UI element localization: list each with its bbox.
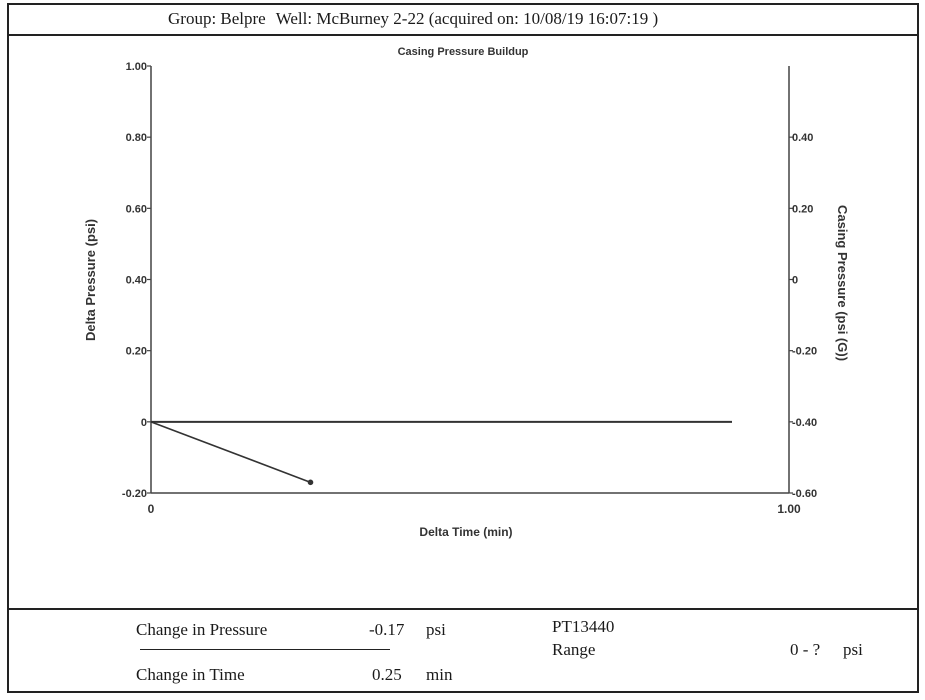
well-label: Well: McBurney 2-22 (acquired on: 10/08/…: [275, 9, 659, 28]
y-tick-label: 0.40: [126, 275, 147, 287]
y-tick-label: 0.20: [126, 346, 147, 358]
series-line: [150, 421, 311, 484]
y-tick-label: 0.80: [126, 132, 147, 144]
range-label: Range: [552, 640, 596, 659]
change-in-pressure-label: Change in Pressure: [136, 620, 268, 639]
y-axis-label: Delta Pressure (psi): [83, 219, 98, 341]
y2-tick-label: 0.20: [792, 203, 813, 215]
header: Group: Belpre Well: McBurney 2-22 (acqui…: [168, 9, 664, 29]
x-axis-label: Delta Time (min): [419, 525, 512, 539]
y-tick-label: 0: [141, 417, 147, 429]
window-frame: [7, 3, 919, 693]
y2-tick-label: 0.40: [792, 132, 813, 144]
x-tick-label: 0: [148, 502, 155, 516]
y-tick-label: 0.60: [126, 203, 147, 215]
chart-title: Casing Pressure Buildup: [398, 46, 529, 58]
change-in-time-value: 0.25: [372, 665, 402, 684]
change-in-pressure-unit: psi: [426, 620, 446, 639]
y2-tick-label: -0.20: [792, 346, 817, 358]
change-in-time-label: Change in Time: [136, 665, 245, 684]
y2-tick-label: -0.40: [792, 417, 817, 429]
plot-panel: [9, 34, 917, 610]
group-label: Group: Belpre: [168, 9, 266, 28]
y2-axis-label: Casing Pressure (psi (G)): [835, 205, 850, 361]
change-in-time-unit: min: [426, 665, 453, 684]
x-tick-label: 1.00: [777, 502, 801, 516]
range-unit: psi: [843, 640, 863, 659]
y-tick-label: -0.20: [122, 488, 147, 500]
series-point: [307, 479, 314, 486]
y-tick-label: 1.00: [126, 61, 147, 73]
y2-tick-label: 0: [792, 275, 798, 287]
footer-divider: [140, 649, 390, 650]
change-in-pressure-value: -0.17: [369, 620, 405, 639]
y2-tick-label: -0.60: [792, 488, 817, 500]
range-value: 0 - ?: [790, 640, 821, 659]
sensor-id: PT13440: [552, 617, 615, 636]
